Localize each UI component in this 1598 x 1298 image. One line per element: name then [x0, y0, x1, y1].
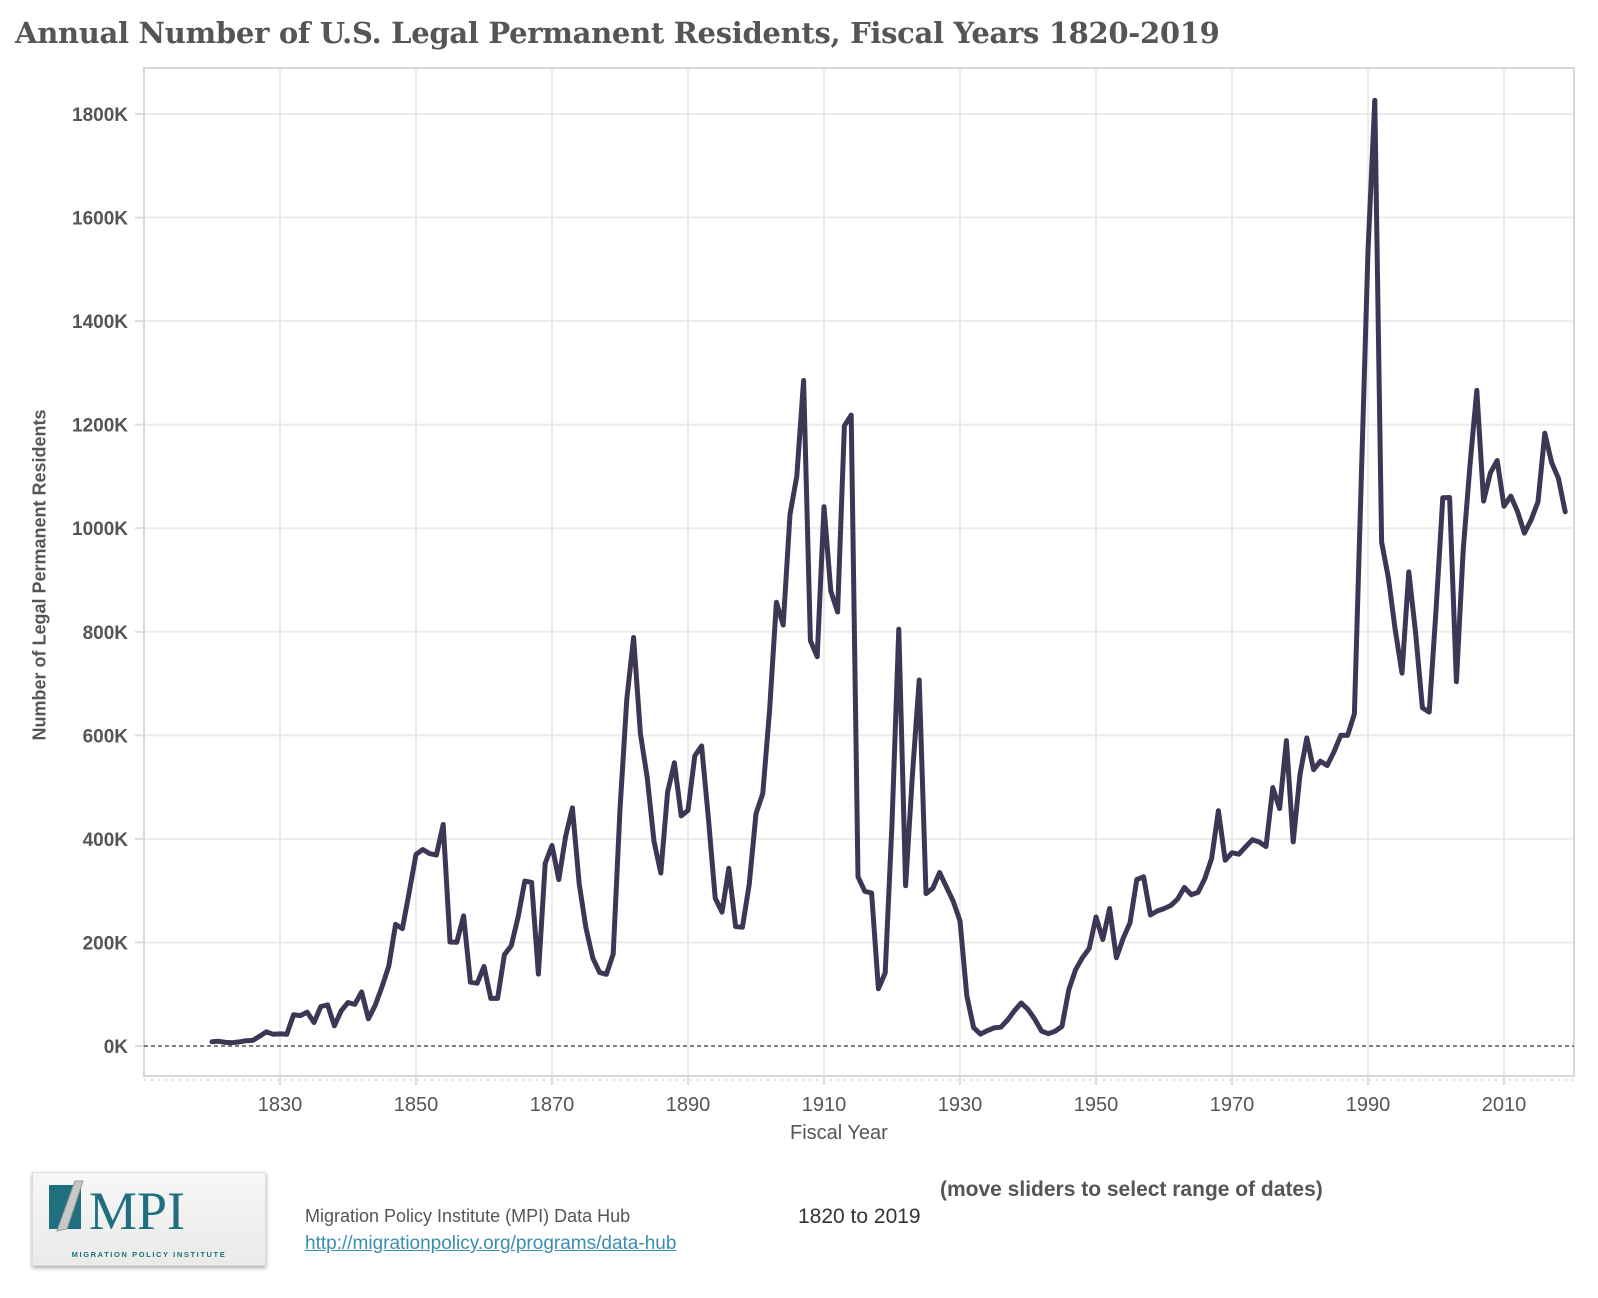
x-tick-label: 1850	[394, 1094, 439, 1116]
logo-subtext: MIGRATION POLICY INSTITUTE	[72, 1250, 227, 1259]
x-tick-label: 1830	[258, 1094, 303, 1116]
slider-hint: (move sliders to select range of dates)	[940, 1178, 1323, 1201]
y-tick-label: 800K	[83, 623, 129, 644]
logo-text: MPI	[89, 1181, 185, 1241]
y-tick-label: 1200K	[72, 416, 128, 437]
x-tick-label: 1890	[666, 1094, 711, 1116]
x-tick-label: 1910	[802, 1094, 847, 1116]
mpi-logo-graphic: MPI MIGRATION POLICY INSTITUTE	[49, 1180, 227, 1259]
x-axis-title: Fiscal Year	[790, 1122, 888, 1144]
x-tick-label: 2010	[1482, 1094, 1527, 1116]
x-tick-label: 1870	[530, 1094, 575, 1116]
data-hub-link[interactable]: http://migrationpolicy.org/programs/data…	[305, 1233, 677, 1254]
source-label: Migration Policy Institute (MPI) Data Hu…	[305, 1206, 631, 1226]
plot-border	[143, 67, 1575, 1077]
y-tick-label: 600K	[83, 726, 129, 747]
y-tick-label: 1400K	[72, 312, 128, 333]
x-tick-label: 1930	[938, 1094, 983, 1116]
series-line	[209, 97, 1568, 1046]
y-tick-label: 1000K	[72, 519, 128, 540]
mpi-logo[interactable]: MPI MIGRATION POLICY INSTITUTE	[32, 1172, 266, 1266]
y-tick-label: 200K	[83, 933, 129, 954]
y-axis-title: Number of Legal Permanent Residents	[29, 409, 50, 741]
x-tick-label: 1990	[1346, 1094, 1391, 1116]
y-tick-label: 0K	[104, 1037, 129, 1058]
logo-swoosh-icon	[56, 1180, 84, 1232]
y-tick-label: 400K	[83, 830, 129, 851]
x-tick-label: 1950	[1074, 1094, 1119, 1116]
date-range-label: 1820 to 2019	[798, 1205, 921, 1228]
data-points	[211, 100, 1566, 1043]
y-tick-label: 1800K	[72, 105, 128, 126]
line-chart: 0K 200K 400K 600K 800K 1000K 1200K 1400K 1600K 18…	[72, 67, 1575, 1116]
y-tick-label: 1600K	[72, 209, 128, 230]
x-tick-label: 1970	[1210, 1094, 1255, 1116]
chart-title: Annual Number of U.S. Legal Permanent Re…	[15, 16, 1220, 50]
